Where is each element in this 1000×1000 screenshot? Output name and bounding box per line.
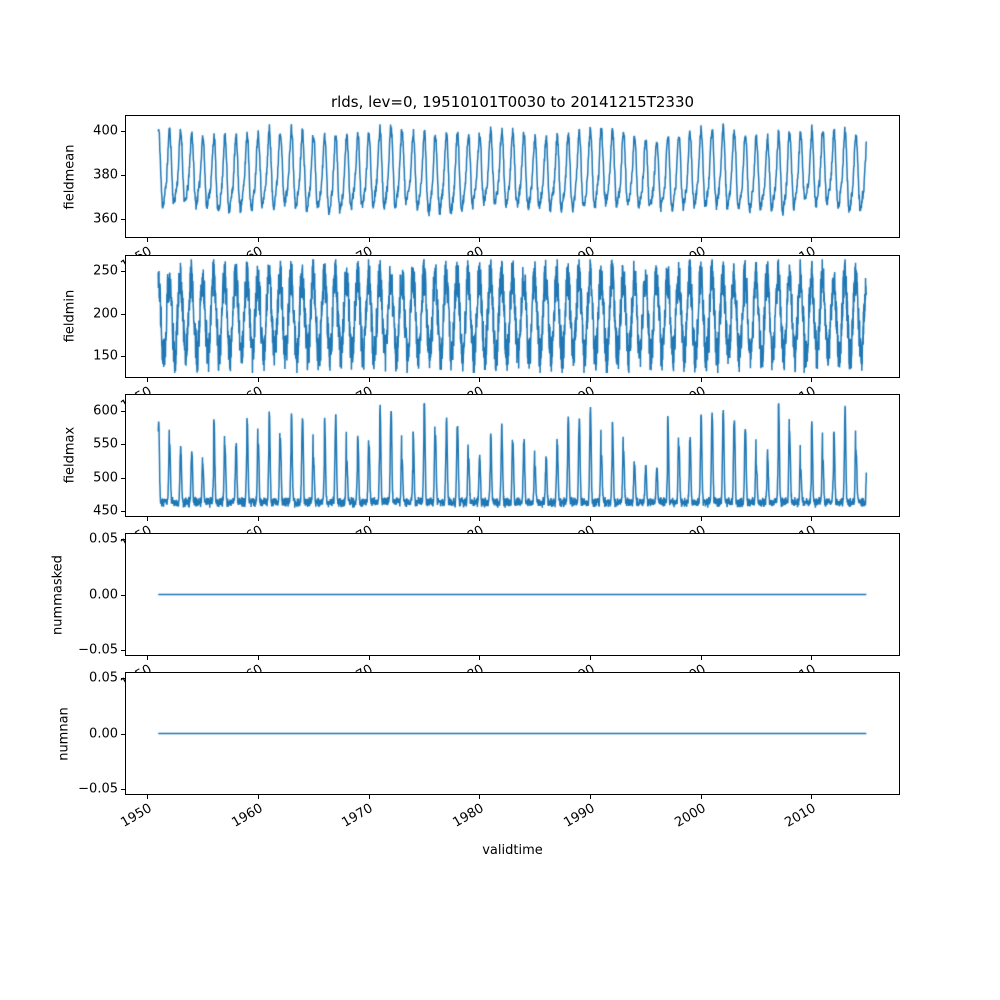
- x-tick-mark: [700, 377, 702, 382]
- y-tick-label: 0.05: [89, 531, 118, 547]
- y-tick-label: 450: [93, 503, 118, 519]
- x-tick-label: 1980: [450, 801, 487, 831]
- x-tick-mark: [811, 656, 813, 660]
- y-axis-label-fieldmin: fieldmin: [62, 289, 78, 343]
- x-tick-mark: [257, 238, 259, 242]
- x-tick-label: 1950: [118, 801, 155, 831]
- y-axis-label-fieldmean: fieldmean: [62, 144, 78, 209]
- y-axis-label-nummasked: nummasked: [50, 554, 66, 635]
- y-tick-label: 500: [93, 470, 118, 486]
- x-tick-mark: [257, 656, 259, 660]
- line-series-fieldmax: [126, 394, 899, 516]
- y-tick-label: 550: [93, 436, 118, 452]
- x-tick-mark: [147, 238, 149, 242]
- y-tick-label: 600: [93, 403, 118, 419]
- y-tick-mark: [121, 410, 125, 412]
- y-tick-mark: [121, 477, 125, 479]
- y-tick-label: 360: [93, 211, 118, 227]
- x-tick-mark: [811, 377, 813, 382]
- y-axis-label-numnan: numnan: [56, 706, 72, 761]
- x-tick-mark: [368, 238, 370, 242]
- x-tick-mark: [590, 795, 591, 799]
- x-tick-mark: [147, 516, 149, 521]
- x-tick-label: 1990: [561, 801, 598, 831]
- x-tick-mark: [147, 656, 149, 660]
- y-tick-mark: [121, 444, 125, 446]
- x-tick-mark: [479, 377, 481, 382]
- y-tick-mark: [121, 788, 125, 790]
- line-series-nummasked: [126, 534, 899, 655]
- x-tick-mark: [479, 238, 481, 242]
- y-tick-mark: [121, 678, 125, 680]
- x-tick-mark: [590, 238, 591, 242]
- x-tick-mark: [700, 795, 702, 799]
- line-series-numnan: [126, 673, 899, 794]
- chart-title: rlds, lev=0, 19510101T0030 to 20141215T2…: [330, 93, 695, 111]
- y-tick-label: 400: [93, 123, 118, 139]
- y-tick-label: 0.05: [89, 670, 118, 686]
- x-tick-label: 2010: [782, 801, 819, 831]
- x-tick-mark: [479, 795, 481, 799]
- y-tick-label: 250: [93, 263, 118, 279]
- y-tick-label: 380: [93, 167, 118, 183]
- x-tick-mark: [368, 516, 370, 521]
- y-tick-label: −0.05: [78, 642, 118, 658]
- x-tick-mark: [811, 516, 813, 521]
- x-tick-label: 1960: [229, 801, 266, 831]
- x-tick-mark: [368, 656, 370, 660]
- y-tick-mark: [121, 271, 125, 273]
- line-series-fieldmin: [126, 255, 899, 377]
- y-tick-mark: [121, 219, 125, 221]
- y-tick-label: 150: [93, 348, 118, 364]
- x-tick-label: 1970: [339, 801, 377, 831]
- line-series-fieldmean: [126, 116, 899, 237]
- x-tick-mark: [147, 377, 149, 382]
- y-tick-label: 0.00: [89, 587, 118, 602]
- x-tick-mark: [368, 377, 370, 382]
- x-tick-mark: [700, 516, 702, 521]
- x-tick-mark: [479, 516, 481, 521]
- y-tick-label: 200: [93, 306, 118, 322]
- x-tick-mark: [257, 516, 259, 521]
- y-tick-mark: [121, 313, 125, 315]
- x-tick-mark: [368, 795, 370, 799]
- x-tick-mark: [811, 238, 813, 242]
- x-tick-mark: [700, 238, 702, 242]
- x-tick-mark: [257, 795, 259, 799]
- y-tick-mark: [121, 131, 125, 133]
- y-tick-mark: [121, 356, 125, 358]
- x-tick-mark: [147, 795, 149, 799]
- x-tick-mark: [811, 795, 813, 799]
- x-tick-mark: [700, 656, 702, 660]
- x-tick-mark: [590, 656, 591, 660]
- y-axis-label-fieldmax: fieldmax: [62, 426, 78, 484]
- x-tick-mark: [479, 656, 481, 660]
- y-tick-label: 0.00: [89, 726, 118, 741]
- y-tick-mark: [121, 594, 125, 596]
- x-tick-mark: [590, 516, 591, 521]
- y-tick-mark: [121, 511, 125, 513]
- y-tick-mark: [121, 175, 125, 177]
- y-tick-mark: [121, 649, 125, 651]
- x-tick-label: 2000: [672, 801, 709, 831]
- y-tick-label: −0.05: [78, 781, 118, 797]
- y-tick-mark: [121, 539, 125, 541]
- x-tick-mark: [590, 377, 591, 382]
- x-tick-mark: [257, 377, 259, 382]
- x-axis-title: validtime: [482, 843, 543, 858]
- y-tick-mark: [121, 733, 125, 735]
